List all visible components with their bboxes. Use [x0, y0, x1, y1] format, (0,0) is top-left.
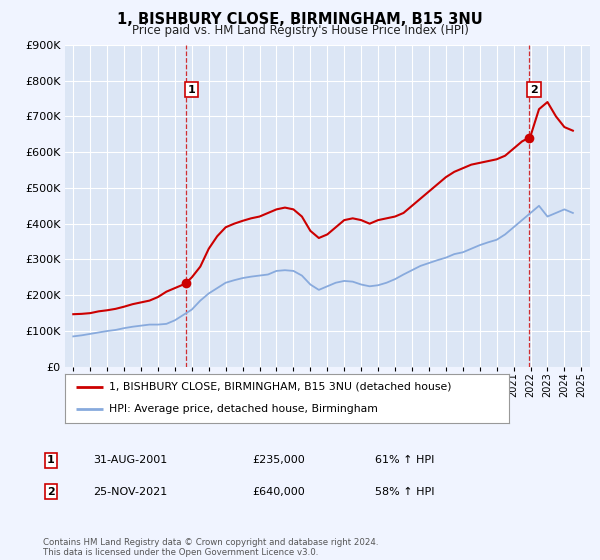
Text: £235,000: £235,000 — [252, 455, 305, 465]
Text: 1, BISHBURY CLOSE, BIRMINGHAM, B15 3NU: 1, BISHBURY CLOSE, BIRMINGHAM, B15 3NU — [117, 12, 483, 27]
Text: Price paid vs. HM Land Registry's House Price Index (HPI): Price paid vs. HM Land Registry's House … — [131, 24, 469, 36]
Text: 58% ↑ HPI: 58% ↑ HPI — [375, 487, 434, 497]
Text: £640,000: £640,000 — [252, 487, 305, 497]
Text: 1, BISHBURY CLOSE, BIRMINGHAM, B15 3NU (detached house): 1, BISHBURY CLOSE, BIRMINGHAM, B15 3NU (… — [109, 382, 452, 392]
Text: 31-AUG-2001: 31-AUG-2001 — [93, 455, 167, 465]
Text: 2: 2 — [47, 487, 55, 497]
Text: 61% ↑ HPI: 61% ↑ HPI — [375, 455, 434, 465]
Text: 1: 1 — [187, 85, 195, 95]
Text: 2: 2 — [530, 85, 538, 95]
Text: 25-NOV-2021: 25-NOV-2021 — [93, 487, 167, 497]
Text: 1: 1 — [47, 455, 55, 465]
Text: Contains HM Land Registry data © Crown copyright and database right 2024.
This d: Contains HM Land Registry data © Crown c… — [43, 538, 379, 557]
Text: HPI: Average price, detached house, Birmingham: HPI: Average price, detached house, Birm… — [109, 404, 378, 414]
